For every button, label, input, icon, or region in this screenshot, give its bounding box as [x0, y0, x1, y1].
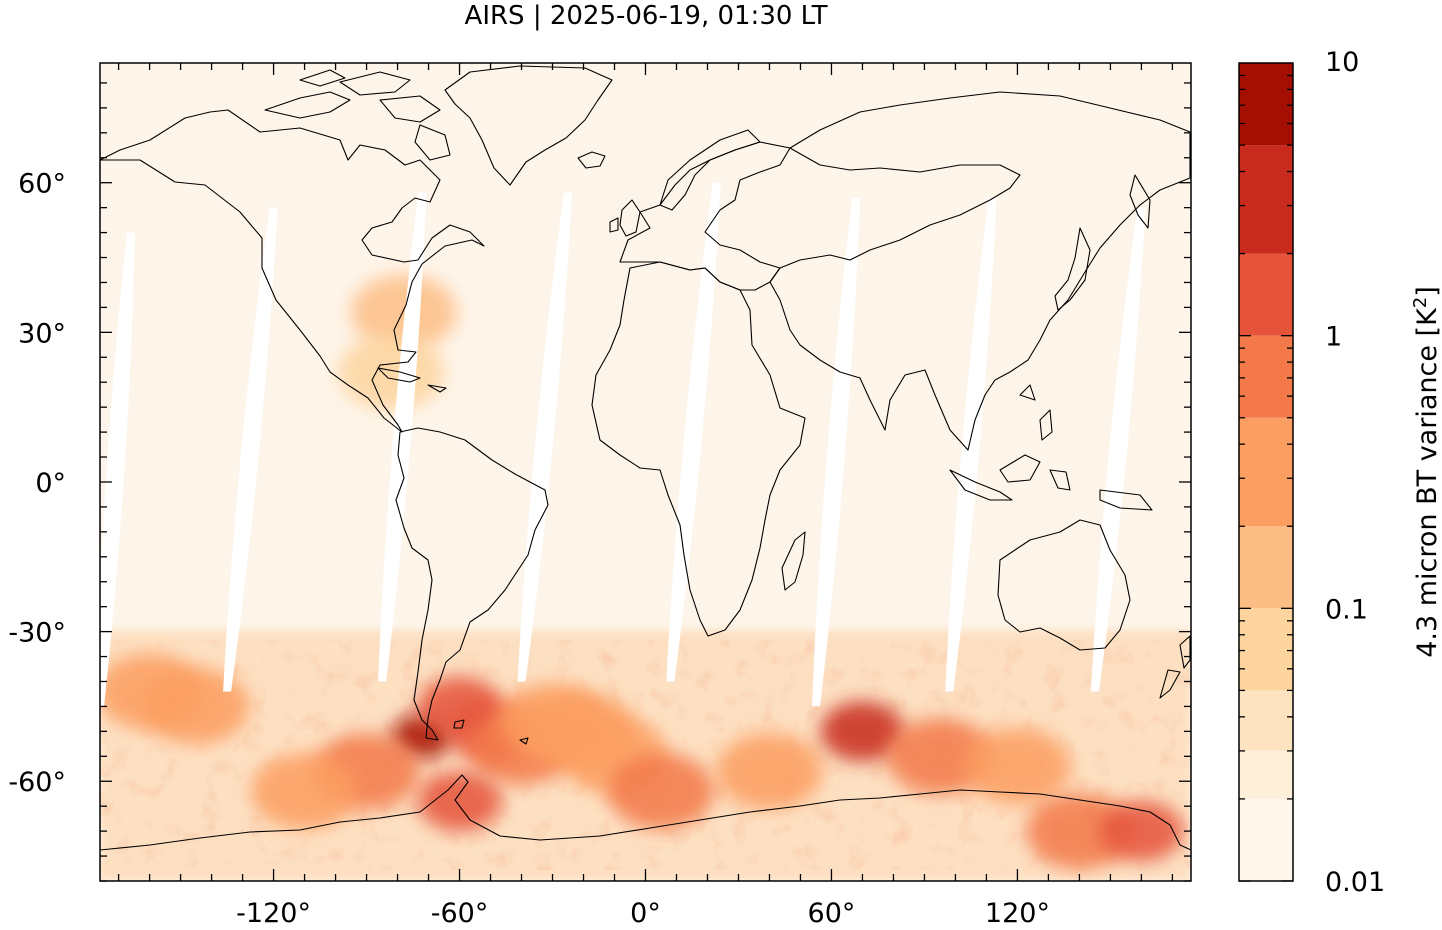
figure-title: AIRS | 2025-06-19, 01:30 LT	[465, 1, 828, 31]
colorbar-tick-label: 1	[1325, 322, 1342, 353]
x-tick-label: -60°	[431, 898, 489, 929]
swath-gap-3	[517, 192, 573, 682]
hotspot-20	[338, 334, 445, 411]
hotspot-13	[716, 733, 823, 810]
colorbar-label-superscript: 2	[1410, 297, 1431, 308]
coastline-scandinavia	[659, 129, 761, 211]
coastline-madagascar	[781, 531, 806, 591]
x-tick-label: 0°	[630, 898, 661, 929]
hotspot-18	[1099, 801, 1184, 862]
coastline-north-america	[100, 109, 485, 433]
y-tick-label: 60°	[18, 169, 66, 200]
coastline-iceland	[577, 151, 606, 169]
colorbar-ticks	[1239, 74, 1293, 882]
hotspot-16	[964, 728, 1071, 805]
coastline-south-america	[395, 427, 549, 741]
y-tick-label: -60°	[8, 767, 66, 798]
hotspot-19	[350, 274, 457, 351]
coastlines	[100, 65, 1191, 851]
colorbar-band-6	[1239, 335, 1293, 418]
variance-hotspots	[100, 274, 1184, 870]
x-axis-tick-labels: -120° -60° 0° 60° 120°	[236, 898, 1050, 929]
colorbar-label: 4.3 micron BT variance [K2]	[1410, 286, 1442, 658]
hotspot-12	[607, 753, 715, 830]
colorbar-band-7	[1239, 253, 1293, 336]
y-tick-label: 30°	[18, 318, 66, 349]
coastline-british-isles	[609, 199, 641, 237]
hotspot-7	[417, 771, 502, 832]
x-tick-label: -120°	[236, 898, 311, 929]
coastline-arctic-islands	[264, 69, 451, 161]
colorbar-bands	[1239, 63, 1293, 881]
colorbar-tick-label: 0.01	[1325, 867, 1385, 898]
colorbar-band-3	[1239, 608, 1293, 691]
swath-gap-1	[223, 207, 278, 692]
hotspot-11	[100, 653, 203, 730]
y-tick-label: -30°	[8, 618, 66, 649]
coastline-indonesia	[949, 384, 1153, 511]
y-axis-tick-labels: 60° 30° 0° -30° -60°	[8, 169, 66, 799]
colorbar-band-8	[1239, 145, 1293, 254]
colorbar-band-9	[1239, 63, 1293, 146]
coastline-europe	[619, 141, 791, 291]
colorbar-band-5	[1239, 417, 1293, 527]
coastline-japan	[1054, 227, 1091, 311]
swath-gap-6	[945, 197, 997, 692]
swath-gap-0	[100, 232, 135, 707]
colorbar-band-2	[1239, 690, 1293, 751]
coastline-kamchatka	[1129, 174, 1151, 229]
coastline-new-zealand	[1159, 635, 1191, 699]
x-tick-label: 60°	[808, 898, 856, 929]
hotspot-9	[251, 753, 358, 830]
colorbar-tick-labels: 10 1 0.1 0.01	[1325, 47, 1385, 898]
coastline-africa	[591, 261, 806, 637]
colorbar-label-main: 4.3 micron BT variance [K	[1412, 307, 1442, 658]
swath-gap-5	[811, 197, 861, 707]
colorbar-band-1	[1239, 750, 1293, 799]
colorbar-tick-label: 10	[1325, 47, 1359, 78]
map-panel: -120° -60° 0° 60° 120° 60° 30° 0° -30° -60°	[8, 62, 1192, 929]
hotspot-14	[820, 701, 905, 762]
colorbar-band-0	[1239, 798, 1293, 881]
colorbar-frame	[1238, 62, 1294, 882]
y-tick-label: 0°	[35, 468, 66, 499]
x-tick-label: 120°	[985, 898, 1050, 929]
swath-gaps	[100, 182, 1146, 707]
colorbar-band-4	[1239, 526, 1293, 609]
hotspot-17	[1026, 793, 1133, 870]
coastline-falklands	[453, 719, 529, 745]
colorbar: 10 1 0.1 0.01 4.3 micron BT variance [K2]	[1238, 47, 1442, 898]
swath-gap-7	[1090, 207, 1146, 692]
map-ticks	[100, 63, 1191, 882]
colorbar-tick-label: 0.1	[1325, 594, 1368, 625]
coastline-asia	[769, 91, 1191, 451]
swath-gap-4	[666, 182, 721, 682]
colorbar-label-suffix: ]	[1412, 286, 1442, 297]
coastline-antarctica	[100, 774, 1191, 851]
swath-gap-2	[378, 192, 427, 682]
coastline-australia	[997, 519, 1131, 651]
coastline-caribbean	[377, 367, 447, 393]
